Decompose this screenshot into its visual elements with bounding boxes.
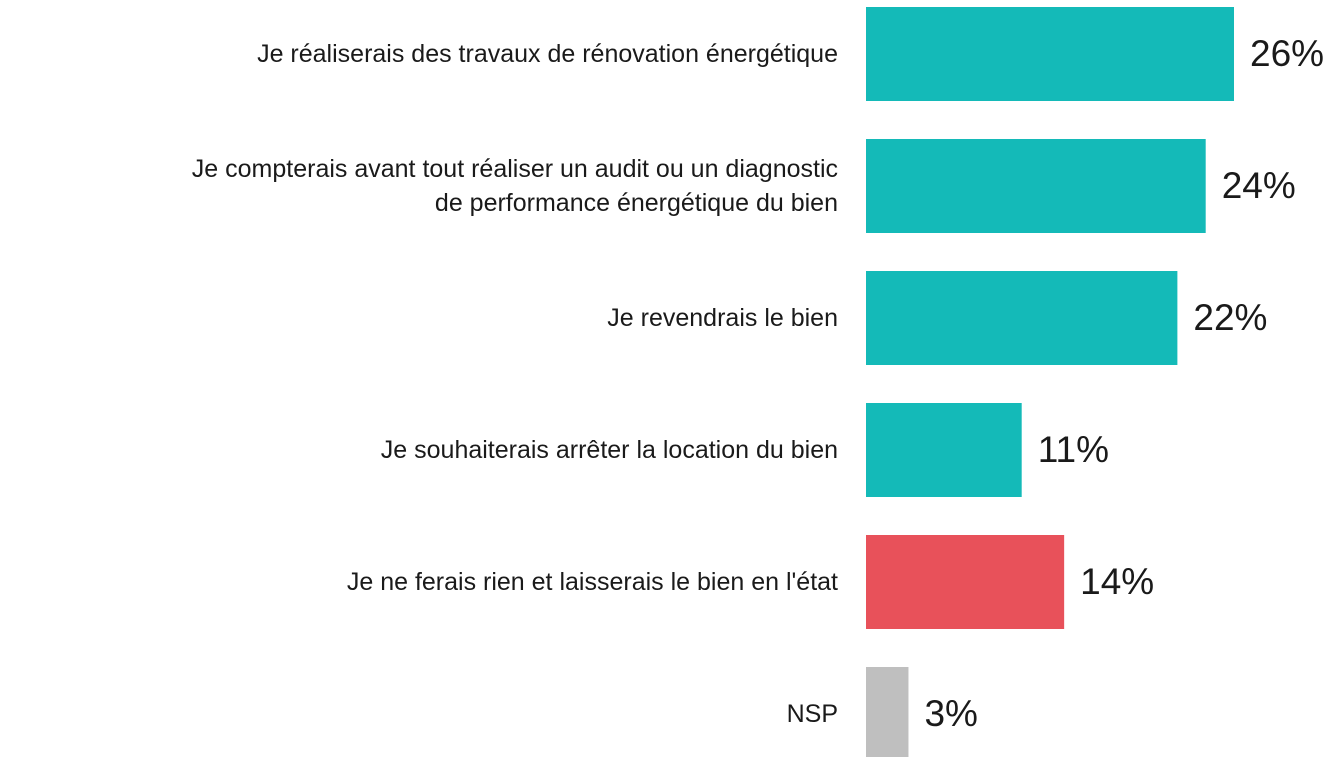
category-label: Je réaliserais des travaux de rénovation…	[257, 40, 838, 68]
bar	[866, 403, 1022, 497]
category-label: NSP	[786, 700, 838, 728]
bar	[866, 7, 1234, 101]
bar	[866, 139, 1206, 233]
category-label: Je revendrais le bien	[607, 304, 838, 332]
value-label: 3%	[924, 693, 977, 734]
bar	[866, 667, 909, 757]
value-label: 11%	[1038, 429, 1109, 470]
category-label: Je compterais avant tout réaliser un aud…	[191, 155, 838, 217]
value-label: 22%	[1193, 297, 1267, 338]
category-label: Je souhaiterais arrêter la location du b…	[380, 436, 838, 464]
bar	[866, 271, 1178, 365]
bar	[866, 535, 1065, 629]
value-label: 14%	[1080, 561, 1154, 602]
category-label: Je ne ferais rien et laisserais le bien …	[346, 568, 838, 596]
value-label: 24%	[1222, 165, 1296, 206]
value-label: 26%	[1250, 33, 1324, 74]
